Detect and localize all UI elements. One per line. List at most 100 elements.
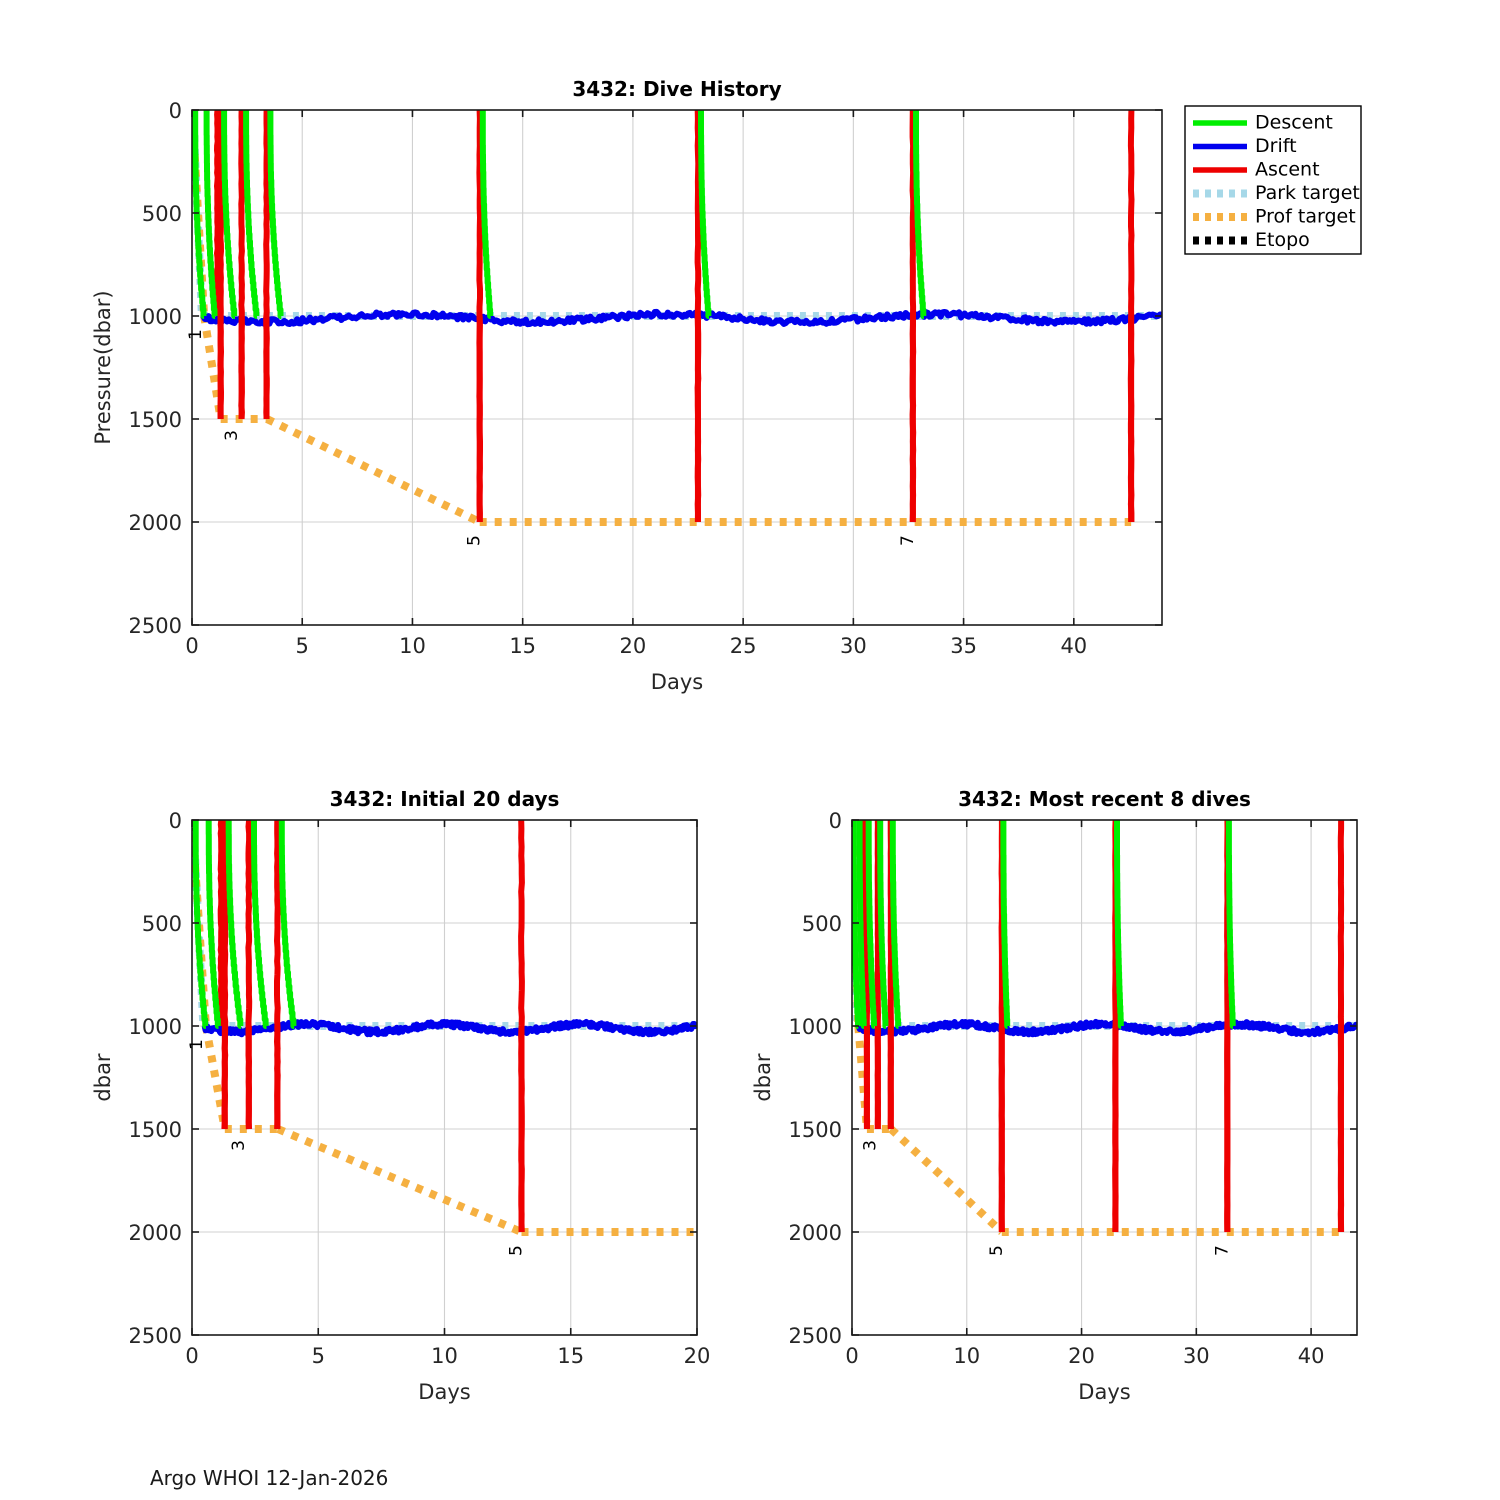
legend-label: Etopo <box>1255 229 1310 251</box>
drift-trace <box>855 1018 1357 1038</box>
prof-target-segment <box>265 415 482 526</box>
xtick-label: 10 <box>431 1344 458 1368</box>
descent-trace <box>865 820 877 1029</box>
legend-label: Descent <box>1255 112 1333 134</box>
dive-number-label: 5 <box>465 535 485 546</box>
ytick-label: 0 <box>829 809 842 833</box>
y-axis-label: dbar <box>91 1053 115 1102</box>
descent-trace <box>698 110 712 319</box>
descent-trace <box>1114 820 1124 1029</box>
xtick-label: 20 <box>1068 1344 1095 1368</box>
prof-target-segment <box>854 1025 871 1130</box>
xtick-label: 30 <box>1183 1344 1210 1368</box>
y-axis-label: dbar <box>751 1053 775 1102</box>
descent-trace <box>243 110 260 319</box>
prof-target-segment <box>200 315 225 420</box>
descent-trace <box>192 820 209 1029</box>
x-axis-label: Days <box>651 670 703 694</box>
plot-title: 3432: Most recent 8 dives <box>958 787 1251 811</box>
ytick-label: 500 <box>142 912 182 936</box>
descent-trace <box>852 820 861 1029</box>
ytick-label: 2000 <box>129 1221 182 1245</box>
descent-trace <box>192 110 207 319</box>
axes-frame <box>191 109 1163 626</box>
axes-most-recent-8-dives: 0 10 20 30 40 0 500 1000 1500 2000 2500 3432: Most … <box>751 787 1358 1404</box>
descent-trace <box>225 820 244 1029</box>
ytick-label: 2000 <box>789 1221 842 1245</box>
dive-number-label: 5 <box>507 1245 527 1256</box>
descent-trace <box>877 820 889 1029</box>
ytick-label: 2500 <box>129 614 182 638</box>
figure-footer: Argo WHOI 12-Jan-2026 <box>150 1466 389 1490</box>
xtick-label: 20 <box>684 1344 711 1368</box>
ytick-label: 1000 <box>129 1015 182 1039</box>
xtick-label: 20 <box>620 634 647 658</box>
dive-number-label: 5 <box>987 1245 1007 1256</box>
xtick-label: 35 <box>950 634 977 658</box>
descent-trace <box>1000 820 1011 1029</box>
legend-label: Park target <box>1255 182 1360 204</box>
xtick-label: 10 <box>953 1344 980 1368</box>
ytick-label: 2500 <box>129 1324 182 1348</box>
dive-number-label: 7 <box>898 535 918 546</box>
plot-area-initial-20-days <box>192 820 697 1236</box>
drift-trace <box>200 308 1162 328</box>
xtick-label: 5 <box>312 1344 325 1368</box>
descent-trace <box>203 110 218 319</box>
legend-box <box>1184 105 1362 255</box>
dive-number-label: 1 <box>187 1039 207 1050</box>
xtick-label: 0 <box>185 634 198 658</box>
axes-frame <box>851 819 1358 1336</box>
plot-title: 3432: Dive History <box>572 77 781 101</box>
descent-trace <box>221 110 238 319</box>
ytick-label: 1000 <box>789 1015 842 1039</box>
xtick-label: 15 <box>509 634 536 658</box>
legend-label: Ascent <box>1255 159 1320 181</box>
axes-dive-history: 0 5 10 15 20 25 30 35 40050010001500200025003432… <box>91 77 1163 694</box>
ytick-label: 1500 <box>789 1118 842 1142</box>
ytick-label: 2000 <box>129 511 182 535</box>
plot-title: 3432: Initial 20 days <box>330 787 560 811</box>
descent-trace <box>278 820 297 1029</box>
descent-trace <box>479 110 494 319</box>
descent-trace <box>856 820 867 1029</box>
ytick-label: 500 <box>142 202 182 226</box>
xtick-label: 5 <box>296 634 309 658</box>
ytick-label: 0 <box>169 99 182 123</box>
dive-number-label: 3 <box>222 430 242 441</box>
dive-number-label: 1 <box>186 329 206 340</box>
plot-area-most-recent-8-dives <box>852 820 1357 1236</box>
descent-trace <box>205 820 221 1029</box>
ascent-trace <box>217 820 225 1027</box>
ytick-label: 500 <box>802 912 842 936</box>
xtick-label: 15 <box>557 1344 584 1368</box>
ytick-label: 0 <box>169 809 182 833</box>
descent-trace <box>1225 820 1236 1029</box>
descent-trace <box>267 110 284 319</box>
prof-target-segment <box>276 1125 524 1236</box>
descent-trace <box>889 820 902 1029</box>
ytick-label: 2500 <box>789 1324 842 1348</box>
ytick-label: 1000 <box>129 305 182 329</box>
xtick-label: 30 <box>840 634 867 658</box>
dive-number-label: 7 <box>1212 1245 1232 1256</box>
ascent-trace <box>214 110 221 317</box>
dive-number-label: 3 <box>229 1140 249 1151</box>
descent-trace <box>913 110 927 319</box>
legend-label: Drift <box>1255 135 1297 157</box>
x-axis-label: Days <box>1078 1380 1130 1404</box>
xtick-label: 40 <box>1298 1344 1325 1368</box>
x-axis-label: Days <box>418 1380 470 1404</box>
prof-target-segment <box>201 1025 229 1130</box>
xtick-label: 10 <box>399 634 426 658</box>
y-axis-label: Pressure(dbar) <box>91 290 115 444</box>
xtick-label: 0 <box>185 1344 198 1368</box>
prof-target-segment <box>888 1126 1005 1235</box>
ytick-label: 1500 <box>129 408 182 432</box>
plot-area-dive-history <box>192 110 1162 526</box>
xtick-label: 40 <box>1060 634 1087 658</box>
descent-trace <box>251 820 269 1029</box>
xtick-label: 0 <box>845 1344 858 1368</box>
